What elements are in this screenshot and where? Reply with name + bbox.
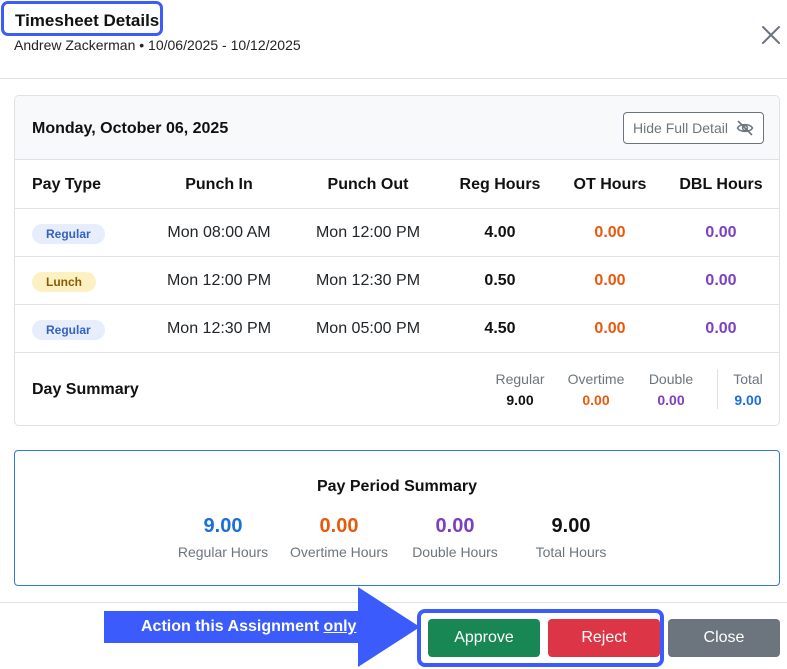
dbl-hours-cell: 0.00 [705,320,737,337]
modal-title: Timesheet Details [15,11,160,30]
col-punch-in: Punch In [185,176,253,193]
dbl-hours-cell: 0.00 [705,272,737,289]
ot-hours-cell: 0.00 [594,224,626,241]
day-summary: Day Summary Regular 9.00 Overtime 0.00 D… [15,353,779,425]
period-overtime-value: 0.00 [319,515,359,537]
pay-period-title: Pay Period Summary [316,478,478,495]
punch-out-cell: Mon 05:00 PM [315,320,421,337]
summary-regular: Regular 9.00 [485,371,555,408]
hide-full-detail-label: Hide Full Detail [633,120,728,136]
period-total-label: Total Hours [535,544,607,560]
summary-regular-value: 9.00 [506,392,534,408]
period-regular-value: 9.00 [203,515,243,537]
annotation-text: Action this Assignment only [141,618,356,636]
summary-overtime-label: Overtime [567,371,625,387]
title-highlight-box: Timesheet Details [1,1,163,36]
summary-double: Double 0.00 [636,371,706,408]
hide-full-detail-button[interactable]: Hide Full Detail [623,112,764,144]
period-double-label: Double Hours [412,544,498,560]
summary-total-label: Total [733,371,763,387]
period-regular: 9.00 Regular Hours [163,515,283,560]
period-overtime-label: Overtime Hours [289,544,389,560]
pay-type-badge: Regular [32,224,105,244]
reg-hours-cell: 4.50 [484,320,516,337]
pay-type-badge: Regular [32,320,105,340]
summary-total: Total 9.00 [713,371,779,408]
summary-double-label: Double [648,371,694,387]
pay-type-badge: Lunch [32,272,96,292]
period-double: 0.00 Double Hours [395,515,515,560]
summary-double-value: 0.00 [657,392,685,408]
col-punch-out: Punch Out [327,176,409,193]
annotation-emphasis-text: only [323,618,357,635]
day-title: Monday, October 06, 2025 [32,120,229,137]
summary-overtime-value: 0.00 [582,392,610,408]
table-row: Regular Mon 12:30 PM Mon 05:00 PM 4.50 0… [15,305,779,353]
col-pay-type: Pay Type [32,176,102,193]
punch-in-cell: Mon 12:00 PM [166,272,272,289]
summary-total-value: 9.00 [734,392,762,408]
close-icon[interactable] [760,24,782,46]
ot-hours-cell: 0.00 [594,272,626,289]
period-overtime: 0.00 Overtime Hours [279,515,399,560]
table-header: Pay Type Punch In Punch Out Reg Hours OT… [15,161,779,209]
modal-header: Timesheet Details Andrew Zackerman • 10/… [0,0,787,79]
table-row: Regular Mon 08:00 AM Mon 12:00 PM 4.00 0… [15,209,779,257]
reg-hours-cell: 4.00 [484,224,516,241]
approve-button[interactable]: Approve [428,619,540,657]
day-card-header: Monday, October 06, 2025 Hide Full Detai… [15,96,779,160]
day-detail-card: Monday, October 06, 2025 Hide Full Detai… [14,95,780,426]
eye-slash-icon [736,120,754,136]
col-dbl-hours: DBL Hours [679,176,763,193]
annotation-arrow-icon [104,587,420,667]
col-reg-hours: Reg Hours [459,176,541,193]
annotation-main-text: Action this Assignment [141,618,320,635]
punch-out-cell: Mon 12:30 PM [315,272,421,289]
close-button[interactable]: Close [668,619,780,657]
table-row: Lunch Mon 12:00 PM Mon 12:30 PM 0.50 0.0… [15,257,779,305]
period-total-value: 9.00 [551,515,591,537]
ot-hours-cell: 0.00 [594,320,626,337]
period-regular-label: Regular Hours [177,544,269,560]
reject-button[interactable]: Reject [548,619,660,657]
reg-hours-cell: 0.50 [484,272,516,289]
modal-subtitle: Andrew Zackerman • 10/06/2025 - 10/12/20… [14,37,301,53]
action-highlight-box [417,609,664,667]
summary-regular-label: Regular [495,371,545,387]
punch-in-cell: Mon 08:00 AM [167,224,271,241]
day-summary-title: Day Summary [32,381,139,398]
dbl-hours-cell: 0.00 [705,224,737,241]
punch-in-cell: Mon 12:30 PM [166,320,272,337]
punch-out-cell: Mon 12:00 PM [315,224,421,241]
pay-period-summary-card: Pay Period Summary 9.00 Regular Hours 0.… [14,450,780,586]
period-total: 9.00 Total Hours [511,515,631,560]
col-ot-hours: OT Hours [573,176,647,193]
summary-overtime: Overtime 0.00 [561,371,631,408]
modal-footer [0,602,787,669]
period-double-value: 0.00 [435,515,475,537]
summary-divider [717,369,718,409]
